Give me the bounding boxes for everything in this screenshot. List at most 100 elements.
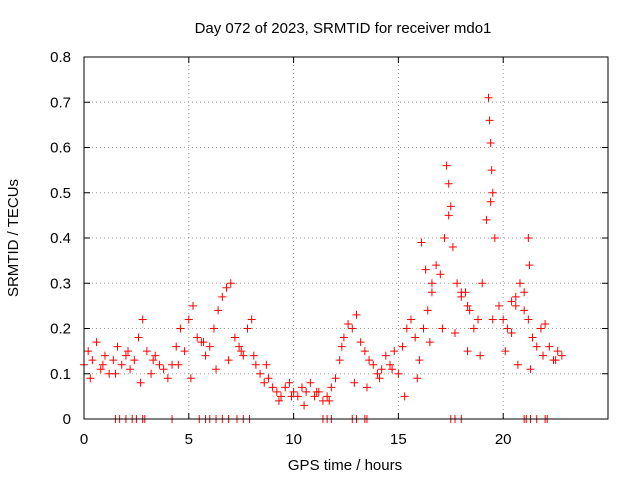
data-point xyxy=(488,188,497,197)
data-point xyxy=(415,356,424,365)
data-point xyxy=(394,369,403,378)
data-point xyxy=(134,333,143,342)
data-point xyxy=(541,319,550,328)
data-point xyxy=(490,234,499,242)
data-point xyxy=(130,356,139,365)
data-point xyxy=(444,211,453,220)
data-point xyxy=(486,138,495,147)
data-point xyxy=(484,93,493,102)
data-point xyxy=(457,288,466,297)
data-point xyxy=(235,342,244,351)
data-point xyxy=(507,329,516,338)
data-point xyxy=(300,401,309,410)
data-point xyxy=(390,347,399,356)
data-point xyxy=(485,116,494,125)
data-point xyxy=(287,392,296,401)
data-point xyxy=(450,329,459,338)
data-point xyxy=(243,324,252,333)
data-point xyxy=(417,238,426,247)
data-point xyxy=(251,360,260,369)
data-point xyxy=(511,292,520,301)
data-point xyxy=(147,369,156,378)
data-point xyxy=(201,351,210,360)
data-point xyxy=(520,288,529,297)
data-point xyxy=(209,324,218,333)
data-point xyxy=(478,279,487,288)
data-point xyxy=(465,306,474,315)
y-tick-label: 0.7 xyxy=(50,94,71,111)
data-point xyxy=(323,392,332,401)
data-point xyxy=(442,161,451,170)
data-point xyxy=(186,374,195,383)
data-point xyxy=(226,279,235,288)
data-point xyxy=(438,324,447,333)
data-point xyxy=(526,365,535,374)
x-tick-label: 10 xyxy=(285,431,302,448)
data-point xyxy=(444,179,453,188)
data-point xyxy=(545,342,554,351)
data-point xyxy=(536,324,545,333)
data-point xyxy=(224,356,233,365)
data-point xyxy=(350,378,359,387)
y-axis-label: SRMTID / TECUs xyxy=(5,179,22,297)
data-point xyxy=(423,306,432,315)
data-point xyxy=(373,369,382,378)
data-point xyxy=(100,351,109,360)
y-tick-label: 0.8 xyxy=(50,49,71,66)
data-point xyxy=(237,347,246,356)
data-point xyxy=(239,351,248,360)
data-point xyxy=(499,315,508,324)
data-point xyxy=(84,347,93,356)
data-point xyxy=(377,365,386,374)
data-point xyxy=(126,365,135,374)
y-tick-label: 0.6 xyxy=(50,140,71,157)
data-point xyxy=(96,365,105,374)
data-point xyxy=(487,166,496,175)
data-point xyxy=(260,378,269,387)
data-point xyxy=(463,301,472,310)
data-point xyxy=(124,347,133,356)
data-point xyxy=(222,283,231,292)
data-point xyxy=(310,392,319,401)
data-point xyxy=(92,338,101,347)
x-tick-label: 5 xyxy=(185,431,193,448)
data-point xyxy=(551,356,560,365)
data-point xyxy=(507,297,516,306)
data-point xyxy=(419,324,428,333)
data-point xyxy=(111,369,120,378)
data-point xyxy=(274,396,283,405)
data-point xyxy=(356,338,365,347)
data-point xyxy=(488,315,497,324)
data-point xyxy=(557,351,566,360)
data-point xyxy=(446,202,455,211)
data-point xyxy=(360,347,369,356)
data-point xyxy=(525,261,534,270)
x-tick-label: 15 xyxy=(390,431,407,448)
data-point xyxy=(247,315,256,324)
data-point xyxy=(272,387,281,396)
data-point xyxy=(425,338,434,347)
data-point xyxy=(174,360,183,369)
data-point xyxy=(381,351,390,360)
data-point xyxy=(212,365,221,374)
data-point xyxy=(553,347,562,356)
data-point xyxy=(149,356,158,365)
data-point xyxy=(109,356,118,365)
data-point xyxy=(138,315,147,324)
data-point xyxy=(375,374,384,383)
data-points xyxy=(80,93,566,423)
data-point xyxy=(180,347,189,356)
data-point xyxy=(142,347,151,356)
data-point xyxy=(511,301,520,310)
data-point xyxy=(411,333,420,342)
data-point xyxy=(427,288,436,297)
data-point xyxy=(365,356,374,365)
data-point xyxy=(117,360,126,369)
data-point xyxy=(184,315,193,324)
data-point xyxy=(327,383,336,392)
data-point xyxy=(476,351,485,360)
data-point xyxy=(163,374,172,383)
data-point xyxy=(369,360,378,369)
data-point xyxy=(348,324,357,333)
y-tick-label: 0.3 xyxy=(50,275,71,292)
